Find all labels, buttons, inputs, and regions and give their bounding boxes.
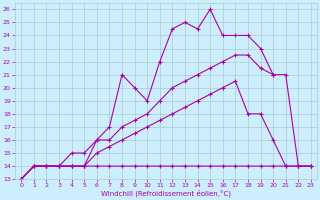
- X-axis label: Windchill (Refroidissement éolien,°C): Windchill (Refroidissement éolien,°C): [101, 190, 231, 197]
